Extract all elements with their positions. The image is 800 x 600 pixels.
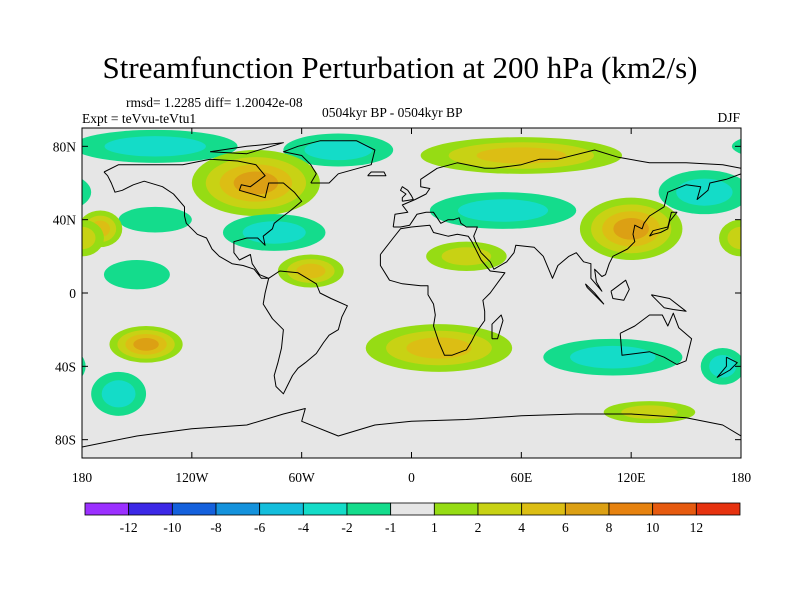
colorbar-swatch [695,502,741,516]
colorbar-label: -10 [163,520,181,535]
colorbar-swatch [608,502,654,516]
colorbar-swatch [390,502,435,516]
contour-dateline-40n-positive-wrap-0 [737,218,741,239]
colorbar-swatch [84,502,130,516]
colorbar: -12 -10 -8 -6 -4 -2 -1 1 2 4 6 8 10 12 [84,502,741,535]
colorbar-label: -2 [341,520,352,535]
colorbar-swatch [564,502,610,516]
contour-northern-polar-band-negative-1 [104,136,206,157]
contour-north-pacific-east-negative-1 [676,178,733,206]
contour-arabia-positive-1 [441,247,492,266]
contour-north-atlantic-greenland-negative-1 [304,139,373,161]
contour-southeast-pacific-negative-1 [709,355,737,378]
coast-arctic-islands [210,142,284,155]
colorbar-label: -1 [385,520,396,535]
colorbar-swatch [433,502,479,516]
y-tick-label: 80N [53,139,77,154]
contour-central-asia-negative-1 [457,199,549,222]
x-axis-ticks: 180 120W 60W 0 60E 120E 180 [72,128,752,485]
coast-australia [619,312,693,365]
contour-central-pacific-negative-0 [103,260,170,290]
coast-north-america [103,158,303,279]
contour-far-east-positive-1 [727,226,741,250]
y-tick-label: 40N [53,213,77,228]
colorbar-label: 8 [606,520,613,535]
contour-south-atlantic-positive-2 [406,337,472,359]
coast-africa [379,224,506,356]
contour-indian-ocean-negative-1 [570,345,656,369]
experiment-line: Expt = teVvu-teVtu1 [82,111,197,126]
coastlines [82,140,741,448]
colorbar-swatch [128,502,173,516]
coast-japan [649,211,678,237]
contour-north-pacific-negative-0 [118,206,192,233]
colorbar-label: 4 [518,520,525,535]
plot-title: Streamfunction Perturbation at 200 hPa (… [102,50,698,85]
coast-south-america [262,270,348,395]
period-line: 0504kyr BP - 0504kyr BP [322,105,463,120]
contour-north-pacific-east-negative-wrap-0 [82,178,92,206]
y-tick-label: 0 [69,286,76,301]
coast-borneo [610,279,630,301]
colorbar-label: -4 [298,520,309,535]
contour-arctic-russia-positive-2 [476,147,567,164]
x-tick-label: 60E [510,470,532,485]
x-tick-label: 120W [175,470,208,485]
colorbar-label: 2 [475,520,482,535]
coast-antarctica [82,408,741,448]
coast-greenland [282,140,376,184]
contour-south-pacific-west-positive-1 [621,405,678,419]
contour-south-pacific-negative-1 [101,380,136,408]
x-tick-label: 180 [72,470,93,485]
x-tick-label: 180 [731,470,752,485]
colorbar-label: -12 [120,520,138,535]
colorbar-swatch [215,502,261,516]
colorbar-swatch [477,502,523,516]
x-tick-label: 120E [617,470,646,485]
colorbar-swatch [302,502,348,516]
colorbar-label: 6 [562,520,569,535]
coast-new-guinea [650,294,687,312]
contour-east-asia-positive-3 [613,217,649,240]
coast-iceland [367,171,387,177]
colorbar-swatch [652,502,697,516]
x-tick-label: 60W [289,470,316,485]
coast-uk [400,186,414,202]
x-tick-label: 0 [408,470,415,485]
colorbar-label: 10 [646,520,660,535]
contour-northern-polar-band-negative-wrap-0 [731,138,741,154]
contour-caribbean-positive-2 [296,263,326,279]
y-tick-label: 40S [55,359,76,374]
colorbar-swatch [171,502,217,516]
colorbar-swatch [259,502,304,516]
colorbar-label: 1 [431,520,438,535]
y-tick-label: 80S [55,433,76,448]
contour-far-east-positive-wrap-1 [82,226,96,250]
stats-line: rmsd= 1.2285 diff= 1.20042e-08 [126,95,303,110]
colorbar-label: -6 [254,520,265,535]
coast-new-zealand [716,356,738,378]
colorbar-swatch [346,502,392,516]
coast-eurasia [392,149,741,292]
coast-indonesia [584,283,605,305]
colorbar-swatch [521,502,566,516]
contour-south-pacific-positive-3 [133,337,159,351]
season-label: DJF [717,110,740,125]
coast-madagascar [491,314,504,340]
colorbar-label: 12 [690,520,704,535]
y-axis-ticks: 80N 40N 0 40S 80S [53,139,741,448]
colorbar-label: -8 [210,520,221,535]
